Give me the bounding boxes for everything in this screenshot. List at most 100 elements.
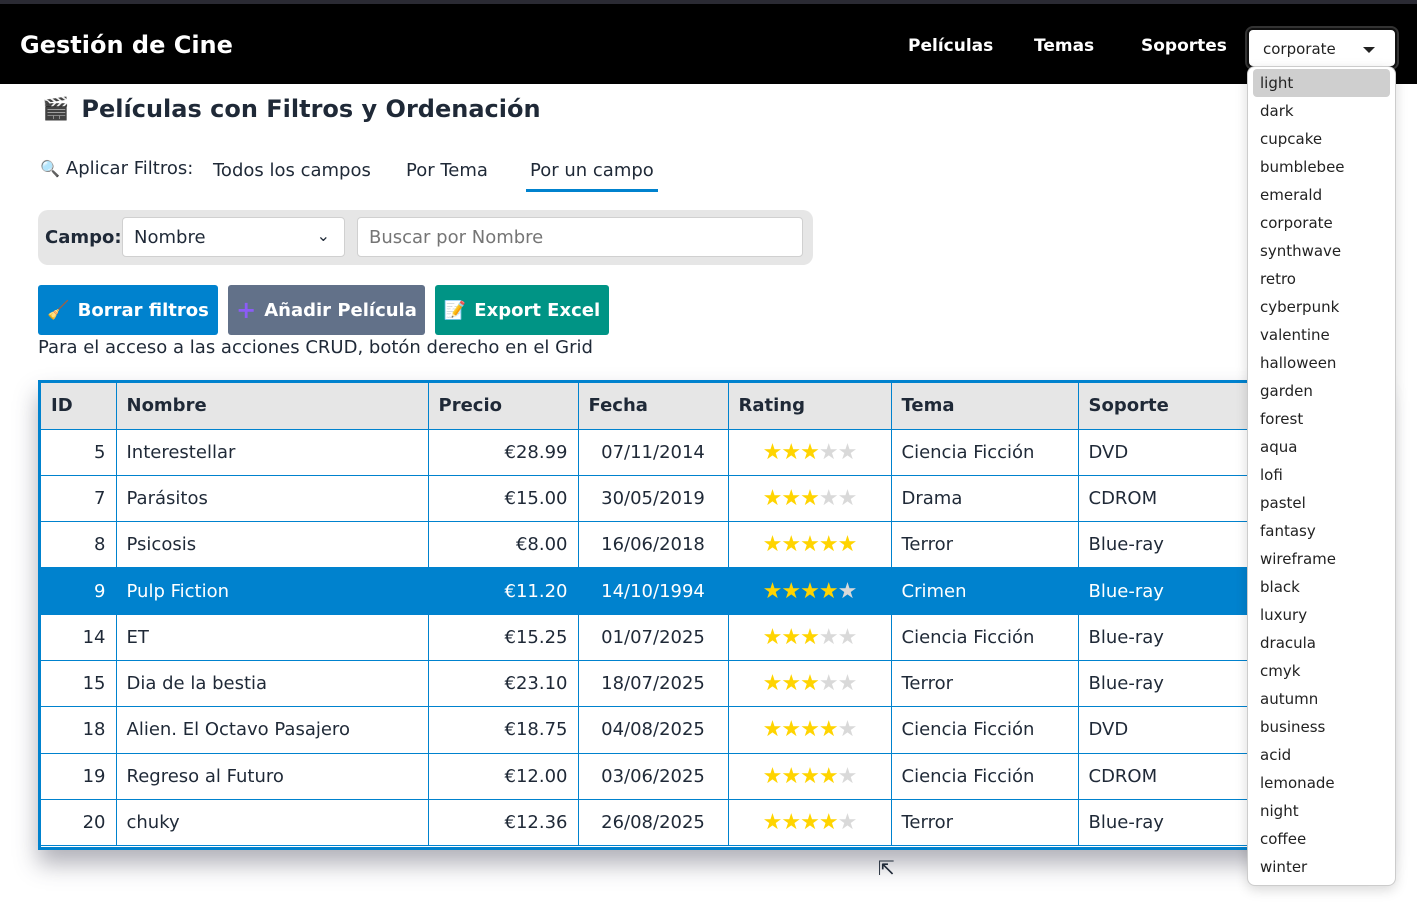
campo-label: Campo: xyxy=(45,227,122,248)
theme-dropdown-list: light dark cupcake bumblebee emerald corporat… xyxy=(1247,66,1396,886)
cell-nombre: ET xyxy=(116,614,429,661)
table-row[interactable]: 14 ET €15.25 01/07/2025 ★★★★★ Ciencia Ficción… xyxy=(41,614,1380,661)
cell-precio: €18.75 xyxy=(428,706,579,754)
star-icon: ★ xyxy=(762,578,783,604)
star-icon: ★ xyxy=(781,624,801,650)
table-row[interactable]: 20 chuky €12.36 26/08/2025 ★★★★★ Terror Blue-r… xyxy=(41,799,1380,847)
column-header-fecha[interactable]: Fecha xyxy=(578,383,729,430)
clear-filters-button[interactable]: 🧹 Borrar filtros xyxy=(38,285,218,335)
column-header-precio[interactable]: Precio xyxy=(428,383,579,430)
column-header-rating[interactable]: Rating xyxy=(728,383,892,430)
table-row[interactable]: 15 Dia de la bestia €23.10 18/07/2025 ★★★★★ T… xyxy=(41,660,1380,708)
theme-option-bumblebee[interactable]: bumblebee xyxy=(1260,158,1345,176)
table-row[interactable]: 5 Interestellar €28.99 07/11/2014 ★★★★★ Cienc… xyxy=(41,429,1380,476)
theme-option-autumn[interactable]: autumn xyxy=(1260,690,1319,708)
theme-option-pastel[interactable]: pastel xyxy=(1260,494,1306,512)
cell-tema: Drama xyxy=(891,475,1079,523)
cell-id: 9 xyxy=(41,567,117,615)
star-icon: ★ xyxy=(837,717,858,743)
table-row[interactable]: 8 Psicosis €8.00 16/06/2018 ★★★★★ Terror Blue-… xyxy=(41,521,1380,569)
cell-nombre: Interestellar xyxy=(116,429,429,476)
campo-select[interactable]: Nombre ⌄ xyxy=(122,217,345,257)
cell-nombre: Pulp Fiction xyxy=(116,567,429,615)
theme-option-luxury[interactable]: luxury xyxy=(1260,606,1308,624)
star-icon: ★ xyxy=(837,439,858,465)
theme-option-dark[interactable]: dark xyxy=(1260,102,1294,120)
chevron-down-icon: ⌄ xyxy=(316,226,330,245)
star-icon: ★ xyxy=(837,671,858,697)
app-title[interactable]: Gestión de Cine xyxy=(20,31,233,59)
theme-option-halloween[interactable]: halloween xyxy=(1260,354,1337,372)
star-icon: ★ xyxy=(781,578,801,604)
movies-grid[interactable]: ID Nombre Precio Fecha Rating Tema Soporte 5 In… xyxy=(38,380,1383,850)
export-excel-button[interactable]: 📝 Export Excel xyxy=(435,285,609,335)
theme-select[interactable]: corporate xyxy=(1247,28,1397,68)
theme-option-acid[interactable]: acid xyxy=(1260,746,1292,764)
theme-option-cupcake[interactable]: cupcake xyxy=(1260,130,1323,148)
star-icon: ★ xyxy=(781,810,801,836)
theme-option-retro[interactable]: retro xyxy=(1260,270,1296,288)
star-icon: ★ xyxy=(800,717,820,743)
star-icon: ★ xyxy=(818,763,839,789)
cell-fecha: 07/11/2014 xyxy=(578,429,729,476)
star-icon: ★ xyxy=(818,671,839,697)
cell-precio: €11.20 xyxy=(428,567,579,615)
theme-option-cmyk[interactable]: cmyk xyxy=(1260,662,1301,680)
theme-option-night[interactable]: night xyxy=(1260,802,1299,820)
star-icon: ★ xyxy=(781,485,801,511)
column-header-id[interactable]: ID xyxy=(41,383,117,430)
export-excel-label: Export Excel xyxy=(474,299,601,321)
theme-option-lofi[interactable]: lofi xyxy=(1260,466,1283,484)
theme-option-emerald[interactable]: emerald xyxy=(1260,186,1323,204)
cell-rating: ★★★★★ xyxy=(728,521,892,569)
table-row[interactable]: 18 Alien. El Octavo Pasajero €18.75 04/08/2… xyxy=(41,706,1380,754)
cell-nombre: Alien. El Octavo Pasajero xyxy=(116,706,429,754)
theme-option-cyberpunk[interactable]: cyberpunk xyxy=(1260,298,1340,316)
cell-tema: Ciencia Ficción xyxy=(891,753,1079,800)
theme-option-coffee[interactable]: coffee xyxy=(1260,830,1307,848)
theme-option-forest[interactable]: forest xyxy=(1260,410,1304,428)
navbar: Gestión de Cine Películas Temas Soportes… xyxy=(0,0,1417,84)
search-input[interactable] xyxy=(357,217,803,257)
theme-option-black[interactable]: black xyxy=(1260,578,1300,596)
cell-fecha: 14/10/1994 xyxy=(578,567,729,615)
table-row[interactable]: 9 Pulp Fiction €11.20 14/10/1994 ★★★★★ Crimen… xyxy=(41,567,1380,615)
nav-peliculas[interactable]: Películas xyxy=(908,36,994,56)
star-icon: ★ xyxy=(800,578,820,604)
nav-soportes[interactable]: Soportes xyxy=(1141,36,1227,56)
cell-fecha: 16/06/2018 xyxy=(578,521,729,569)
column-header-tema[interactable]: Tema xyxy=(891,383,1079,430)
theme-option-lemonade[interactable]: lemonade xyxy=(1260,774,1335,792)
star-icon: ★ xyxy=(837,485,858,511)
star-icon: ★ xyxy=(762,532,783,558)
star-icon: ★ xyxy=(837,810,858,836)
theme-option-synthwave[interactable]: synthwave xyxy=(1260,242,1342,260)
theme-option-corporate[interactable]: corporate xyxy=(1260,214,1333,232)
theme-option-business[interactable]: business xyxy=(1260,718,1326,736)
cell-nombre: Parásitos xyxy=(116,475,429,523)
theme-option-light[interactable]: light xyxy=(1253,69,1390,97)
star-icon: ★ xyxy=(837,532,858,558)
theme-option-aqua[interactable]: aqua xyxy=(1260,438,1298,456)
star-icon: ★ xyxy=(762,763,783,789)
tab-por-tema[interactable]: Por Tema xyxy=(406,160,488,181)
column-header-nombre[interactable]: Nombre xyxy=(116,383,429,430)
tab-por-un-campo[interactable]: Por un campo xyxy=(526,160,658,192)
cell-fecha: 26/08/2025 xyxy=(578,799,729,847)
theme-option-fantasy[interactable]: fantasy xyxy=(1260,522,1316,540)
theme-option-dracula[interactable]: dracula xyxy=(1260,634,1316,652)
cell-nombre: Dia de la bestia xyxy=(116,660,429,708)
nav-temas[interactable]: Temas xyxy=(1034,36,1095,56)
theme-option-garden[interactable]: garden xyxy=(1260,382,1313,400)
theme-option-valentine[interactable]: valentine xyxy=(1260,326,1330,344)
add-movie-button[interactable]: + Añadir Película xyxy=(228,285,425,335)
cell-tema: Terror xyxy=(891,660,1079,708)
theme-option-wireframe[interactable]: wireframe xyxy=(1260,550,1336,568)
add-movie-label: Añadir Película xyxy=(264,299,417,321)
table-row[interactable]: 19 Regreso al Futuro €12.00 03/06/2025 ★★★★★… xyxy=(41,753,1380,800)
tab-todos-los-campos[interactable]: Todos los campos xyxy=(213,160,371,181)
table-row[interactable]: 7 Parásitos €15.00 30/05/2019 ★★★★★ Drama CDRO… xyxy=(41,475,1380,523)
star-icon: ★ xyxy=(837,578,858,604)
theme-option-winter[interactable]: winter xyxy=(1260,858,1308,876)
star-icon: ★ xyxy=(818,485,839,511)
